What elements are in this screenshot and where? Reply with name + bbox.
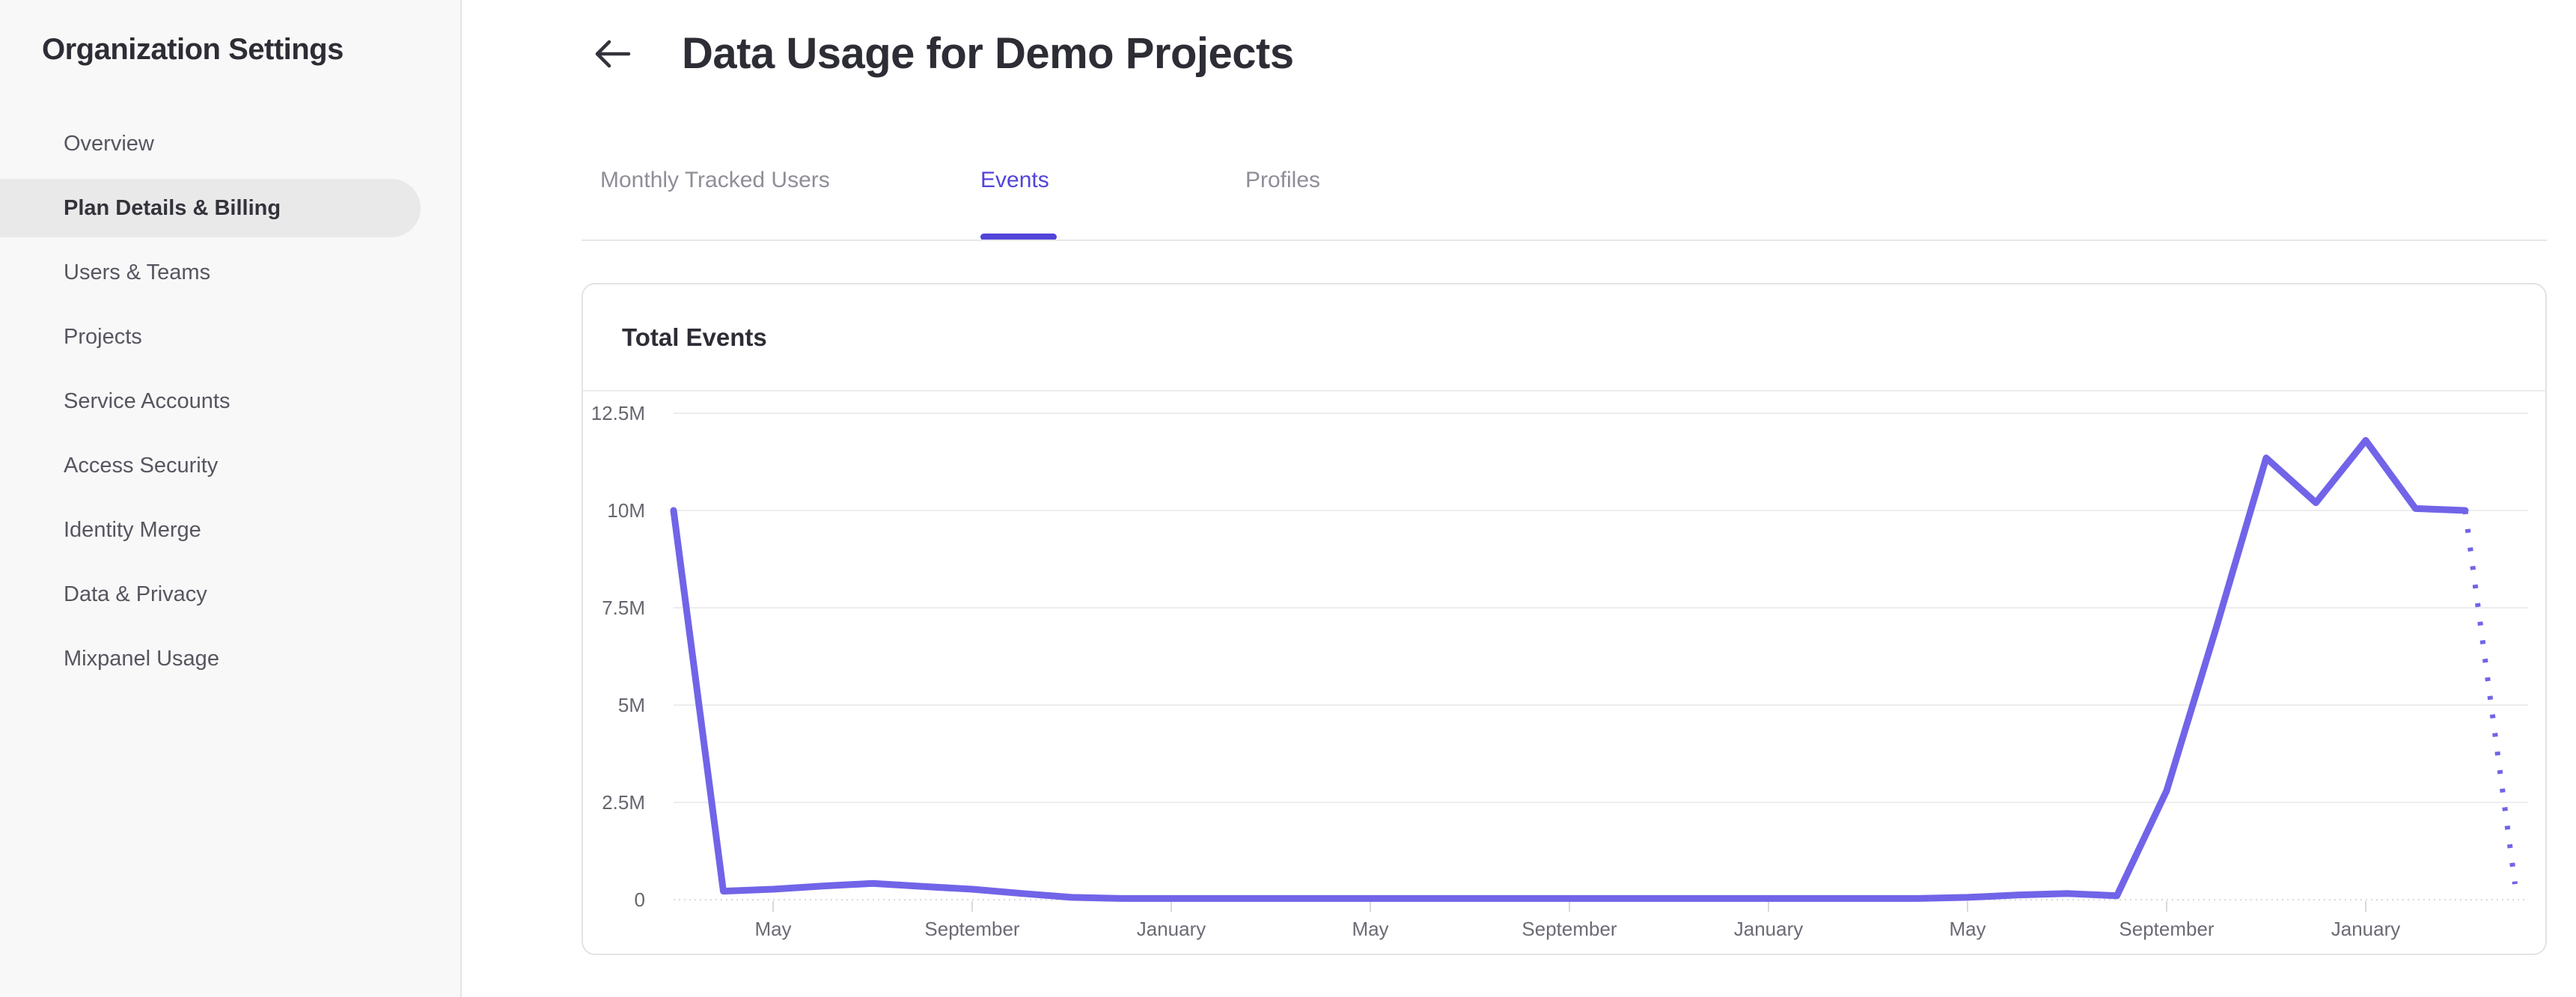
sidebar-active-pill: Plan Details & Billing — [0, 179, 421, 237]
sidebar-item-label: Data & Privacy — [64, 582, 207, 606]
y-axis-label: 12.5M — [591, 402, 645, 424]
tabs-bottom-border — [582, 240, 2547, 241]
sidebar-item-label: Access Security — [64, 453, 219, 478]
tab-profiles[interactable]: Profiles — [1245, 168, 1321, 192]
sidebar-item-label: Service Accounts — [64, 388, 231, 413]
card-header: Total Events — [583, 284, 2545, 391]
sidebar-item-label: Projects — [64, 324, 142, 349]
x-axis-label: September — [924, 918, 1020, 940]
sidebar-item-label: Plan Details & Billing — [64, 195, 281, 220]
sidebar-item-label: Mixpanel Usage — [64, 646, 219, 671]
organization-settings-sidebar: Organization Settings Overview Plan Detai… — [0, 0, 462, 997]
sidebar-item-plan-details-billing[interactable]: Plan Details & Billing — [0, 176, 460, 240]
y-axis-label: 0 — [635, 888, 645, 911]
x-axis-label: May — [1949, 918, 1986, 940]
sidebar-item-users-teams[interactable]: Users & Teams — [0, 240, 460, 305]
sidebar-item-service-accounts[interactable]: Service Accounts — [0, 369, 460, 433]
page-title: Data Usage for Demo Projects — [682, 29, 1294, 78]
y-axis-label: 2.5M — [602, 791, 645, 814]
x-axis-label: September — [2119, 918, 2215, 940]
sidebar-item-mixpanel-usage[interactable]: Mixpanel Usage — [0, 626, 460, 691]
x-axis-label: January — [1734, 918, 1804, 940]
total-events-chart: 12.5M 10M 7.5M 5M 2.5M 0 May September January Ma… — [583, 391, 2545, 952]
sidebar-item-access-security[interactable]: Access Security — [0, 433, 460, 498]
y-axis-label: 10M — [607, 499, 645, 522]
x-axis-label: January — [1137, 918, 1206, 940]
total-events-line-projected-dotted — [2462, 510, 2518, 885]
sidebar-item-projects[interactable]: Projects — [0, 305, 460, 369]
x-axis-label: May — [1352, 918, 1388, 940]
y-axis-label: 5M — [618, 694, 645, 716]
x-axis-label: May — [754, 918, 791, 940]
sidebar-item-data-privacy[interactable]: Data & Privacy — [0, 562, 460, 626]
sidebar-item-overview[interactable]: Overview — [0, 112, 460, 176]
x-axis-label: January — [2331, 918, 2401, 940]
total-events-line — [670, 436, 2469, 902]
y-axis-label: 7.5M — [602, 597, 645, 619]
line-chart-svg: 12.5M 10M 7.5M 5M 2.5M 0 May September January Ma… — [591, 402, 2528, 940]
sidebar-item-identity-merge[interactable]: Identity Merge — [0, 498, 460, 562]
sidebar-item-label: Identity Merge — [64, 517, 201, 542]
sidebar-item-label: Users & Teams — [64, 260, 211, 284]
tab-monthly-tracked-users[interactable]: Monthly Tracked Users — [600, 168, 830, 192]
tab-events[interactable]: Events — [980, 168, 1049, 192]
sidebar-title: Organization Settings — [42, 33, 344, 66]
sidebar-item-label: Overview — [64, 131, 154, 156]
card-title: Total Events — [622, 323, 767, 351]
total-events-card: Total Events 12.5M 10M 7.5M 5M 2.5M 0 May Septe… — [582, 283, 2547, 955]
back-arrow-icon — [595, 40, 631, 68]
back-button[interactable] — [591, 37, 633, 70]
x-axis-label: September — [1522, 918, 1617, 940]
sidebar-nav-list: Overview Plan Details & Billing Users & Te… — [0, 112, 460, 691]
active-tab-indicator — [980, 234, 1057, 240]
